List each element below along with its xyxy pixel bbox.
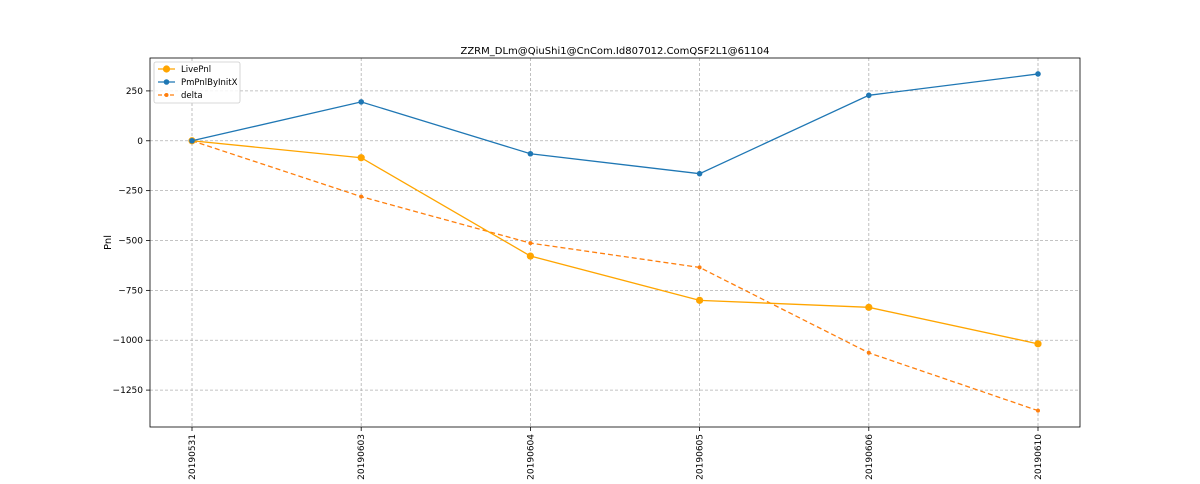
legend-swatch-marker xyxy=(163,79,170,85)
x-tick-label: 20190604 xyxy=(526,434,536,480)
y-tick-label: −750 xyxy=(118,286,143,296)
y-tick-label: −250 xyxy=(118,187,143,197)
data-point-livepnl xyxy=(1034,340,1042,348)
x-tick-label: 20190603 xyxy=(357,434,367,480)
legend-label-pmpnlbyinitx: PmPnlByInitX xyxy=(181,78,238,88)
legend: LivePnl PmPnlByInitX delta xyxy=(153,61,241,104)
legend-label-livepnl: LivePnl xyxy=(181,65,211,75)
data-point-livepnl xyxy=(526,252,535,260)
legend-swatch-marker xyxy=(164,93,169,97)
data-point-pmpnlbyinitx xyxy=(358,99,365,105)
y-axis-label: Pnl xyxy=(103,235,114,250)
chart-title: ZZRM_DLm@QiuShi1@CnCom.Id807012.ComQSF2L… xyxy=(460,46,769,57)
data-point-pmpnlbyinitx xyxy=(527,150,534,157)
series-line-delta xyxy=(191,140,1039,412)
axis-ticks: 20190531 20190603 20190604 20190605 20190606… xyxy=(113,87,1044,480)
y-tick-label: 250 xyxy=(126,87,143,97)
plot-area-frame xyxy=(149,57,1081,428)
legend-label-delta: delta xyxy=(181,91,203,101)
y-tick-label: −1000 xyxy=(113,336,144,346)
data-point-delta xyxy=(1036,408,1040,413)
data-point-delta xyxy=(866,350,871,355)
x-tick-label: 20190531 xyxy=(188,434,198,480)
data-point-delta xyxy=(697,265,702,270)
data-point-pmpnlbyinitx xyxy=(189,137,195,144)
data-point-livepnl xyxy=(696,296,704,304)
data-point-livepnl xyxy=(865,303,873,311)
series-layer xyxy=(188,71,1042,413)
y-tick-label: −500 xyxy=(118,237,143,247)
data-point-pmpnlbyinitx xyxy=(866,92,872,99)
data-point-pmpnlbyinitx xyxy=(1035,71,1041,77)
series-line-pmpnlbyinitx xyxy=(191,73,1039,175)
data-point-livepnl xyxy=(357,154,365,162)
y-tick-label: 0 xyxy=(137,137,143,147)
legend-frame xyxy=(153,61,241,104)
gridlines xyxy=(150,58,1080,427)
y-tick-label: −1250 xyxy=(113,386,144,396)
series-line-livepnl xyxy=(191,140,1039,345)
data-point-delta xyxy=(528,241,533,246)
x-tick-label: 20190605 xyxy=(696,434,706,480)
data-point-pmpnlbyinitx xyxy=(696,170,703,177)
legend-swatch-marker xyxy=(162,65,171,73)
x-tick-label: 20190610 xyxy=(1034,434,1044,480)
x-tick-label: 20190606 xyxy=(865,434,875,480)
data-point-delta xyxy=(359,194,364,199)
